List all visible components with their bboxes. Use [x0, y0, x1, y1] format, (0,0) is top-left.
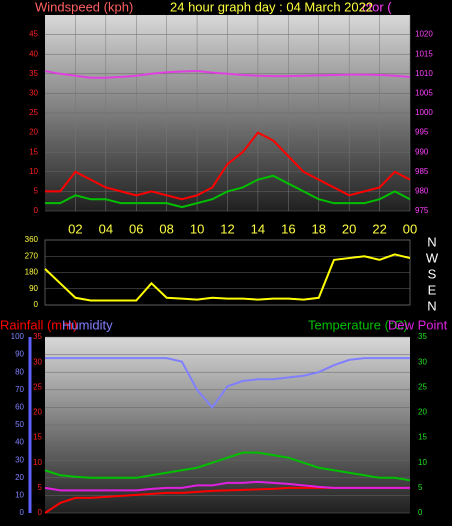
- tick-label: 985: [415, 167, 429, 176]
- tick-label: 0: [418, 508, 423, 517]
- tick-label: 180: [25, 268, 39, 277]
- tick-label: 0: [38, 508, 43, 517]
- tick-label: 35: [29, 69, 38, 78]
- tick-label: 40: [15, 438, 24, 447]
- series-line: [45, 174, 411, 209]
- tick-label: 100: [11, 332, 25, 341]
- x-tick-label: 18: [312, 221, 326, 236]
- tick-label: 10: [15, 491, 24, 500]
- tick-label: 15: [33, 433, 42, 442]
- tick-label: N: [427, 234, 436, 249]
- tick-label: 90: [29, 284, 38, 293]
- tick-label: E: [428, 282, 437, 297]
- tick-label: 980: [415, 187, 429, 196]
- tick-label: 90: [15, 350, 24, 359]
- x-tick-label: 08: [159, 221, 173, 236]
- x-tick-label: 06: [129, 221, 143, 236]
- tick-label: 35: [33, 332, 42, 341]
- series-line: [44, 253, 411, 302]
- tick-label: 1005: [415, 89, 433, 98]
- series-title: Humidity: [62, 317, 113, 332]
- y-axis-title: Windspeed (kph): [35, 0, 133, 14]
- tick-label: 10: [29, 167, 38, 176]
- tick-label: 5: [418, 483, 423, 492]
- x-tick-label: 14: [251, 221, 265, 236]
- series-title: Dew Point: [388, 317, 448, 332]
- tick-label: 15: [418, 433, 427, 442]
- tick-label: 35: [418, 332, 427, 341]
- tick-label: 990: [415, 147, 429, 156]
- tick-label: 270: [25, 251, 39, 260]
- tick-label: 1010: [415, 69, 433, 78]
- x-tick-label: 22: [372, 221, 386, 236]
- series-line: [44, 70, 411, 79]
- tick-label: 30: [418, 357, 427, 366]
- tick-label: 5: [34, 187, 39, 196]
- tick-label: 20: [15, 473, 24, 482]
- tick-label: 0: [34, 300, 39, 309]
- tick-label: 25: [29, 108, 38, 117]
- tick-label: 40: [29, 49, 38, 58]
- x-tick-label: 04: [99, 221, 113, 236]
- tick-label: 5: [38, 483, 43, 492]
- tick-label: 80: [15, 367, 24, 376]
- tick-label: 995: [415, 128, 429, 137]
- series-line: [45, 131, 411, 201]
- tick-label: 1020: [415, 30, 433, 39]
- series-title: Rainfall (mm): [0, 317, 77, 332]
- chart-title: 24 hour graph day : 04 March 2022: [170, 0, 373, 14]
- y2-axis-title: ctor (: [362, 0, 392, 14]
- tick-label: 25: [33, 382, 42, 391]
- tick-label: 50: [15, 420, 24, 429]
- series-line: [44, 451, 411, 482]
- tick-label: 45: [29, 30, 38, 39]
- series-line: [45, 357, 410, 410]
- x-tick-label: 16: [281, 221, 295, 236]
- x-tick-label: 20: [342, 221, 356, 236]
- series-title: Temperature (°C): [308, 317, 408, 332]
- tick-label: 25: [418, 382, 427, 391]
- tick-label: 10: [33, 458, 42, 467]
- tick-label: 30: [15, 455, 24, 464]
- tick-label: 360: [25, 235, 39, 244]
- series-line: [44, 480, 410, 492]
- tick-label: 20: [29, 128, 38, 137]
- tick-label: 1015: [415, 49, 433, 58]
- tick-label: 975: [415, 206, 429, 215]
- tick-label: 20: [33, 408, 42, 417]
- tick-label: 10: [418, 458, 427, 467]
- tick-label: 1000: [415, 108, 433, 117]
- tick-label: W: [426, 250, 439, 265]
- tick-label: 15: [29, 147, 38, 156]
- x-tick-label: 00: [403, 221, 417, 236]
- tick-label: 0: [34, 206, 39, 215]
- tick-label: 20: [418, 408, 427, 417]
- x-tick-label: 10: [190, 221, 204, 236]
- tick-label: 70: [15, 385, 24, 394]
- tick-label: 0: [20, 508, 25, 517]
- x-tick-label: 12: [220, 221, 234, 236]
- tick-label: 30: [29, 89, 38, 98]
- x-tick-label: 02: [68, 221, 82, 236]
- tick-label: 60: [15, 403, 24, 412]
- tick-label: 30: [33, 357, 42, 366]
- tick-label: S: [428, 266, 437, 281]
- tick-label: N: [427, 298, 436, 313]
